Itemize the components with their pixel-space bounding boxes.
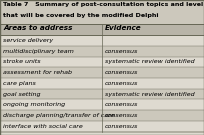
Text: consensus: consensus	[105, 102, 139, 107]
Bar	[0, 121, 204, 132]
Bar	[0, 0, 204, 24]
Text: goal setting: goal setting	[3, 92, 41, 97]
Text: ongoing monitoring: ongoing monitoring	[3, 102, 65, 107]
Bar	[0, 46, 204, 57]
Text: assessment for rehab: assessment for rehab	[3, 70, 72, 75]
Bar	[0, 57, 204, 67]
Text: Table 7   Summary of post-consultation topics and level of evidence identified (: Table 7 Summary of post-consultation top…	[3, 2, 204, 7]
Bar	[0, 99, 204, 110]
Bar	[0, 78, 204, 89]
Text: consensus: consensus	[105, 81, 139, 86]
Text: Areas to address: Areas to address	[3, 25, 73, 31]
Text: that will be covered by the modified Delphi: that will be covered by the modified Del…	[3, 14, 159, 18]
Text: Evidence: Evidence	[105, 25, 142, 31]
Text: interface with social care: interface with social care	[3, 124, 83, 129]
Text: systematic review identified: systematic review identified	[105, 92, 195, 97]
Text: service delivery: service delivery	[3, 38, 53, 43]
Text: consensus: consensus	[105, 49, 139, 54]
Text: systematic review identified: systematic review identified	[105, 59, 195, 64]
Text: discharge planning/transfer of care: discharge planning/transfer of care	[3, 113, 115, 118]
Text: consensus: consensus	[105, 70, 139, 75]
Text: consensus: consensus	[105, 113, 139, 118]
Text: stroke units: stroke units	[3, 59, 41, 64]
Bar	[0, 24, 204, 35]
Text: care plans: care plans	[3, 81, 36, 86]
Bar	[0, 35, 204, 46]
Text: consensus: consensus	[105, 124, 139, 129]
Bar	[0, 67, 204, 78]
Text: multidisciplinary team: multidisciplinary team	[3, 49, 74, 54]
Bar	[0, 89, 204, 99]
Bar	[0, 110, 204, 121]
